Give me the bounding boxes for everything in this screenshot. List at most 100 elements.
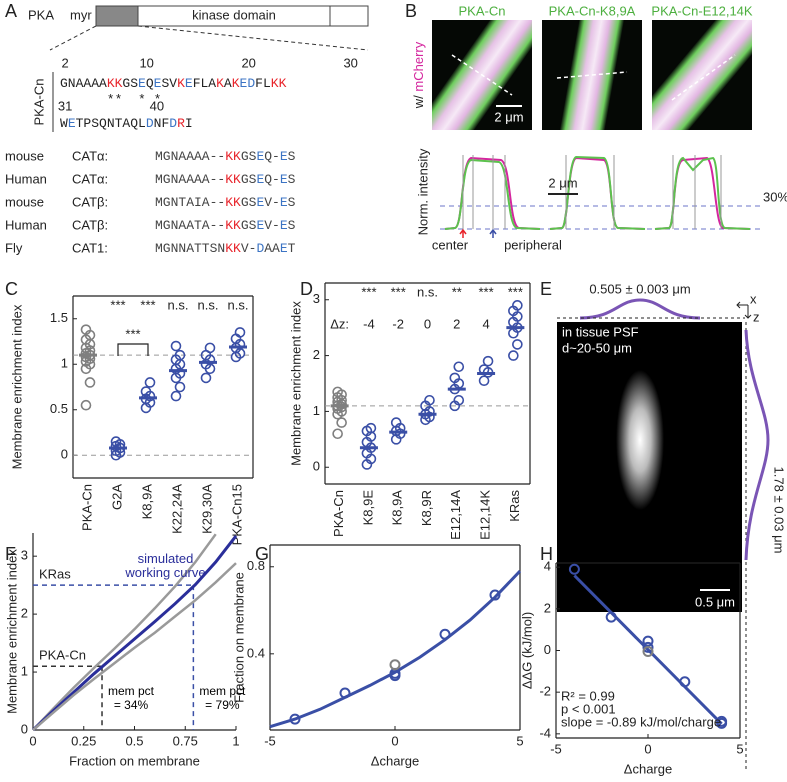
- x-tick-label: 1: [232, 733, 239, 748]
- scale-label: 2 μm: [548, 175, 577, 190]
- residue-segment: TPSQNTAQL: [76, 116, 146, 131]
- y-tick-label: 2: [313, 347, 320, 362]
- data-point: [170, 340, 182, 352]
- y-tick-label: -4: [539, 725, 551, 740]
- aligned-sequence: MGNAAAA--KKGSEQ-ES: [155, 149, 296, 164]
- panel-label: F: [5, 544, 16, 564]
- y-tick-label: 2: [21, 606, 28, 621]
- panel-label: C: [5, 279, 18, 299]
- residue-segment: GS: [241, 149, 257, 164]
- x-tick-label: PKA-Cn15: [229, 484, 244, 545]
- reference-label: PKA-Cn: [39, 648, 86, 663]
- y-axis-label: Membrane enrichment index: [288, 301, 303, 466]
- charge-change: 4: [482, 316, 489, 331]
- species: Human: [5, 171, 47, 186]
- significance: ***: [140, 297, 155, 312]
- fwhm-x: 0.505 ± 0.003 μm: [589, 281, 690, 296]
- x-tick-label: PKA-Cn: [79, 484, 94, 531]
- data-point: [679, 676, 691, 688]
- residue-segment: FL: [255, 76, 271, 91]
- y-tick-label: 0: [313, 459, 320, 474]
- data-point: [144, 377, 156, 388]
- y-tick-label: 1: [61, 356, 68, 371]
- residue-segment: D: [169, 116, 177, 131]
- fwhm-z: 1.78 ± 0.03 μm: [772, 467, 787, 554]
- micrograph: [432, 20, 532, 130]
- data-point: [642, 641, 654, 653]
- significance: n.s.: [198, 297, 219, 312]
- data-point: [389, 659, 401, 671]
- residue-segment: MGNTAIA--: [155, 195, 225, 210]
- data-point: [453, 394, 465, 406]
- myr-segment: [95, 5, 139, 27]
- residue-segment: K: [232, 76, 240, 91]
- x-tick-label: E12,14A: [448, 490, 463, 540]
- residue-segment: E: [256, 172, 264, 187]
- residue-segment: E: [280, 149, 288, 164]
- species: Fly: [5, 240, 23, 255]
- data-point: [332, 428, 343, 440]
- data-line: [32, 533, 217, 731]
- charge-change: 0: [424, 316, 431, 331]
- residue-segment: MGNAAAA--: [155, 172, 225, 187]
- data-point: [140, 386, 152, 397]
- protein: CATα:: [72, 148, 108, 163]
- panel-label: B: [405, 1, 417, 21]
- residue-number: 40: [150, 98, 164, 113]
- species: mouse: [5, 148, 44, 163]
- residue-number: 2: [61, 55, 68, 70]
- sequence: GNAAAAKKGSEQESVKEFLAKAKEDFLKK: [60, 76, 287, 91]
- aligned-sequence: MGNAATA--KKGSEV-ES: [155, 218, 296, 233]
- protein: CATβ:: [72, 217, 108, 232]
- charge-change: -2: [392, 316, 404, 331]
- c-tail: [329, 5, 369, 27]
- residue-segment: E: [280, 218, 288, 233]
- x-tick-label: 0.25: [71, 733, 96, 748]
- psf-spot: [616, 370, 664, 510]
- y-axis-label: Membrane enrichment index: [9, 304, 24, 469]
- y-tick-label: 0.4: [247, 645, 265, 660]
- threshold-label: 30%: [763, 189, 787, 204]
- bracket-label: ***: [125, 326, 140, 341]
- protein: CAT1:: [72, 240, 108, 255]
- data-point: [200, 372, 212, 384]
- residue-segment: Q-: [264, 149, 280, 164]
- x-tick-label: 0.5: [125, 733, 143, 748]
- panel-label: E: [540, 279, 552, 299]
- image-title: PKA-Cn: [459, 3, 506, 18]
- data-point: [204, 342, 216, 354]
- channel-label: w/ mCherry: [411, 41, 426, 109]
- residue-segment: S: [288, 172, 296, 187]
- axes-arrows: [736, 301, 752, 319]
- data-point: [170, 390, 182, 402]
- residue-segment: E: [256, 149, 264, 164]
- data-point: [453, 361, 465, 373]
- x-tick-label: K29,30A: [199, 484, 214, 534]
- data-point: [642, 646, 654, 658]
- panel-label: A: [5, 1, 17, 21]
- protein: CATβ:: [72, 194, 108, 209]
- bracket: [117, 343, 149, 356]
- data-point: [332, 386, 343, 398]
- protein: CATα:: [72, 171, 108, 186]
- data-point: [339, 687, 351, 699]
- asterisks: ** * *: [60, 92, 161, 107]
- peripheral-label: peripheral: [504, 237, 562, 252]
- residue-segment: E: [68, 116, 76, 131]
- y-axis-label: ΔΔG (kJ/mol): [519, 612, 534, 689]
- residue-segment: S: [288, 195, 296, 210]
- residue-segment: W: [60, 116, 68, 131]
- significance: n.s.: [228, 297, 249, 312]
- significance: ***: [361, 284, 376, 299]
- micrograph: [652, 20, 752, 130]
- residue-segment: S: [288, 218, 296, 233]
- peripheral-arrow: [489, 228, 497, 238]
- x-tick-label: 5: [736, 741, 743, 756]
- residue-segment: GNAAAA: [60, 76, 107, 91]
- residue-segment: MGNAATA--: [155, 218, 225, 233]
- z-profile: [744, 329, 770, 561]
- x-tick-label: K22,24A: [169, 484, 184, 534]
- x-tick-label: E12,14K: [478, 490, 493, 540]
- panel-label: H: [540, 544, 553, 564]
- reference-note: mem pct = 79%: [199, 684, 246, 712]
